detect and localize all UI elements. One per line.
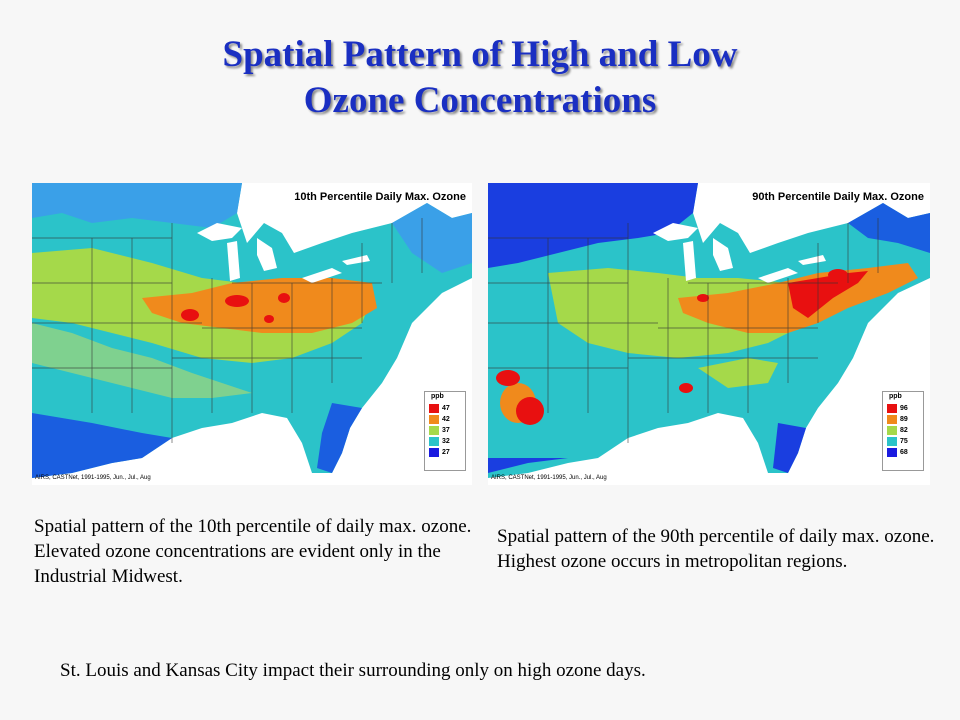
map-90th-percentile: 90th Percentile Daily Max. Ozone AIRS, C… [488,183,930,485]
caption-right: Spatial pattern of the 90th percentile o… [497,526,935,572]
title-line-1: Spatial Pattern of High and Low [222,34,738,75]
legend-value: 37 [442,427,450,434]
map-legend: ppb 96 89 82 75 68 [882,391,924,471]
map-title: 90th Percentile Daily Max. Ozone [752,191,924,203]
title-line-2: Ozone Concentrations [303,80,657,121]
legend-value: 96 [900,405,908,412]
legend-item: 27 [429,448,463,457]
legend-title: ppb [889,393,902,400]
legend-value: 82 [900,427,908,434]
slide-title: Spatial Pattern of High and Low Ozone Co… [120,32,840,124]
legend-value: 32 [442,438,450,445]
map-10th-percentile: 10th Percentile Daily Max. Ozone AIRS, C… [32,183,472,485]
legend-item: 68 [887,448,921,457]
legend-item: 89 [887,415,921,424]
legend-item: 96 [887,404,921,413]
legend-item: 47 [429,404,463,413]
legend-item: 75 [887,437,921,446]
caption-left: Spatial pattern of the 10th percentile o… [34,516,472,587]
map-credit: AIRS, CASTNet, 1991-1995, Jun., Jul., Au… [491,475,607,481]
legend-title: ppb [431,393,444,400]
legend-value: 68 [900,449,908,456]
legend-item: 42 [429,415,463,424]
map-title: 10th Percentile Daily Max. Ozone [294,191,466,203]
legend-value: 75 [900,438,908,445]
legend-value: 27 [442,449,450,456]
legend-value: 47 [442,405,450,412]
map-90th-graphic [488,183,930,485]
caption-bottom: St. Louis and Kansas City impact their s… [60,660,646,681]
map-legend: ppb 47 42 37 32 27 [424,391,466,471]
legend-item: 82 [887,426,921,435]
legend-value: 42 [442,416,450,423]
legend-value: 89 [900,416,908,423]
map-10th-graphic [32,183,472,485]
map-credit: AIRS, CASTNet, 1991-1995, Jun., Jul., Au… [35,475,151,481]
legend-item: 37 [429,426,463,435]
legend-item: 32 [429,437,463,446]
